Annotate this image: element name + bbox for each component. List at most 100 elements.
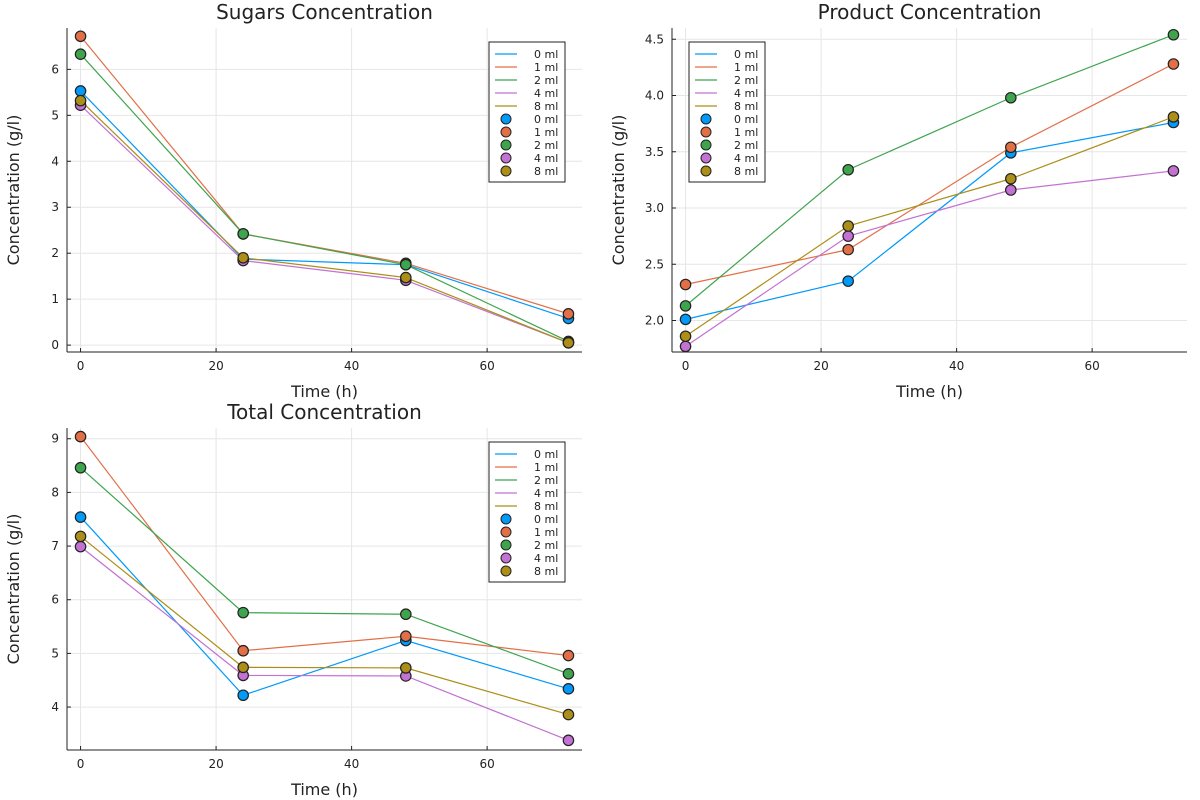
- legend-label: 4 ml: [534, 87, 558, 100]
- legend-label: 2 ml: [534, 539, 558, 552]
- x-axis-label: Time (h): [290, 780, 358, 799]
- legend: 0 ml1 ml2 ml4 ml8 ml0 ml1 ml2 ml4 ml8 ml: [488, 41, 566, 183]
- data-point-8ml: [562, 708, 575, 721]
- legend-label: 1 ml: [534, 461, 558, 474]
- y-tick-label: 3.5: [645, 145, 664, 159]
- y-tick-label: 4: [51, 700, 59, 714]
- data-point-1ml: [400, 630, 412, 643]
- legend: 0 ml1 ml2 ml4 ml8 ml0 ml1 ml2 ml4 ml8 ml: [688, 41, 766, 183]
- data-point-0ml: [842, 275, 854, 287]
- series-line-0ml: [80, 90, 569, 320]
- data-point-1ml: [1167, 58, 1180, 70]
- x-tick-label: 20: [813, 359, 828, 373]
- legend-label: 2 ml: [734, 139, 758, 152]
- data-point-8ml: [400, 271, 412, 284]
- y-tick-label: 5: [51, 646, 59, 660]
- data-point-0ml: [237, 689, 249, 702]
- chart-title: Sugars Concentration: [216, 0, 433, 24]
- data-point-1ml: [842, 243, 854, 256]
- series-line-1ml: [80, 436, 569, 657]
- legend-marker-swatch: [700, 152, 712, 164]
- data-point-4ml: [74, 540, 87, 553]
- legend-marker-swatch: [500, 513, 512, 525]
- data-point-2ml: [679, 300, 692, 312]
- data-point-8ml: [562, 337, 575, 349]
- y-tick-label: 1: [51, 292, 59, 306]
- data-point-2ml: [400, 258, 412, 271]
- y-tick-label: 4.0: [645, 89, 664, 103]
- legend-marker-swatch: [500, 126, 512, 138]
- data-point-0ml: [679, 313, 692, 326]
- y-tick-label: 6: [51, 62, 59, 76]
- data-point-8ml: [74, 530, 87, 543]
- y-tick-label: 2: [51, 246, 59, 260]
- y-tick-label: 8: [51, 485, 59, 499]
- legend-label: 8 ml: [534, 500, 558, 513]
- legend-marker-swatch: [700, 165, 712, 177]
- chart-panel-2: 0 20 40 60 2.0 2.5 3.0 3.5 4.0 4.5 Product Concent…: [609, 0, 1187, 401]
- legend-label: 8 ml: [534, 165, 558, 178]
- y-axis-label: Concentration (g/l): [4, 514, 23, 665]
- legend-marker-swatch: [500, 152, 512, 164]
- data-point-2ml: [74, 461, 87, 474]
- legend-marker-swatch: [500, 552, 512, 564]
- data-point-2ml: [237, 228, 249, 240]
- y-axis-label: Concentration (g/l): [609, 115, 628, 266]
- series-line-4ml: [80, 546, 569, 741]
- x-tick-label: 60: [479, 757, 494, 771]
- data-point-2ml: [842, 163, 854, 176]
- data-point-1ml: [237, 644, 249, 657]
- series-line-4ml: [80, 104, 569, 344]
- data-point-0ml: [74, 85, 87, 97]
- legend-label: 0 ml: [534, 513, 558, 526]
- legend-label: 1 ml: [534, 126, 558, 139]
- legend-label: 4 ml: [534, 552, 558, 565]
- x-tick-label: 60: [479, 359, 494, 373]
- y-axis-label: Concentration (g/l): [4, 115, 23, 266]
- legend-marker-swatch: [500, 165, 512, 177]
- data-point-8ml: [400, 662, 412, 674]
- data-point-2ml: [400, 608, 412, 621]
- data-point-8ml: [679, 330, 692, 343]
- y-tick-label: 3: [51, 200, 59, 214]
- y-tick-label: 9: [51, 432, 59, 446]
- data-point-2ml: [237, 606, 249, 619]
- legend-label: 1 ml: [734, 61, 758, 74]
- x-tick-label: 60: [1084, 359, 1099, 373]
- data-point-8ml: [237, 661, 249, 674]
- chart-title: Total Concentration: [226, 400, 422, 424]
- legend-label: 0 ml: [534, 448, 558, 461]
- x-tick-label: 0: [682, 359, 690, 373]
- y-tick-label: 2.0: [645, 314, 664, 328]
- data-point-4ml: [1167, 165, 1180, 177]
- data-point-1ml: [1005, 141, 1017, 154]
- legend-label: 4 ml: [534, 487, 558, 500]
- series-line-4ml: [685, 170, 1174, 347]
- y-tick-label: 5: [51, 108, 59, 122]
- legend-label: 4 ml: [734, 152, 758, 165]
- x-tick-label: 20: [208, 757, 223, 771]
- series-line-8ml: [685, 116, 1174, 337]
- legend-label: 0 ml: [734, 113, 758, 126]
- data-point-1ml: [679, 278, 692, 291]
- x-tick-label: 40: [344, 757, 359, 771]
- data-point-2ml: [74, 48, 87, 60]
- series-line-2ml: [80, 53, 569, 342]
- legend-marker-swatch: [500, 526, 512, 538]
- legend-label: 1 ml: [534, 526, 558, 539]
- legend-label: 2 ml: [534, 74, 558, 87]
- data-point-8ml: [237, 251, 249, 264]
- legend-label: 1 ml: [534, 61, 558, 74]
- legend-marker-swatch: [500, 113, 512, 125]
- y-tick-label: 7: [51, 539, 59, 553]
- data-point-4ml: [842, 230, 854, 242]
- legend-marker-swatch: [500, 565, 512, 577]
- data-point-4ml: [562, 734, 575, 747]
- chart-panel-3: 0 20 40 60 4 5 6 7 8 9 Total Concentration Time (h)…: [4, 400, 582, 799]
- series-line-2ml: [685, 34, 1174, 307]
- data-point-2ml: [1005, 91, 1017, 104]
- legend-marker-swatch: [500, 139, 512, 151]
- y-tick-label: 4: [51, 154, 59, 168]
- legend-label: 8 ml: [734, 165, 758, 178]
- legend-label: 0 ml: [734, 48, 758, 61]
